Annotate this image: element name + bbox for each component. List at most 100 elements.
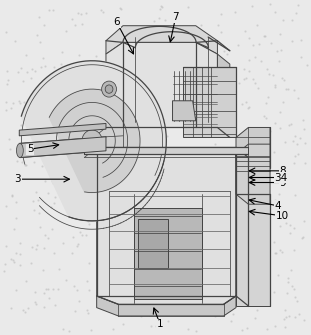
Point (71, 283, 76, 289)
Point (208, 39, 213, 44)
Point (24, 278, 29, 283)
Point (186, 5, 191, 10)
Point (234, 282, 239, 287)
Point (23, 162, 28, 168)
Point (111, 327, 116, 332)
Point (221, 49, 226, 54)
Point (21, 78, 26, 84)
Point (34, 246, 39, 252)
Point (69, 16, 74, 21)
Point (213, 314, 218, 319)
Point (263, 115, 268, 121)
Point (64, 143, 69, 148)
Point (256, 146, 261, 152)
Point (130, 85, 135, 91)
Point (160, 60, 165, 65)
Ellipse shape (105, 85, 113, 93)
Point (279, 47, 284, 52)
Point (143, 107, 148, 113)
Text: 5: 5 (27, 144, 33, 154)
Point (139, 96, 144, 102)
Point (286, 87, 291, 92)
Point (17, 240, 22, 246)
Point (109, 142, 114, 147)
Point (165, 59, 170, 65)
Point (183, 162, 188, 167)
Point (264, 168, 269, 173)
Point (144, 309, 149, 315)
Point (80, 21, 85, 27)
Point (69, 187, 74, 192)
Point (243, 100, 248, 105)
Point (206, 85, 211, 91)
Point (245, 275, 250, 280)
Point (146, 88, 151, 94)
Point (201, 103, 206, 108)
Point (17, 251, 22, 257)
Point (105, 295, 110, 300)
Point (142, 230, 147, 235)
Polygon shape (21, 61, 166, 221)
Point (34, 109, 39, 114)
Point (25, 305, 30, 310)
Point (141, 65, 146, 70)
Point (291, 286, 296, 291)
Point (114, 123, 119, 129)
Point (259, 184, 264, 189)
Point (189, 216, 194, 221)
Point (86, 90, 91, 95)
Point (97, 67, 102, 72)
Point (75, 243, 80, 249)
Point (285, 279, 290, 284)
Point (138, 234, 143, 239)
Point (28, 260, 33, 266)
Point (141, 47, 146, 53)
Point (109, 59, 114, 64)
Point (121, 81, 126, 86)
Point (146, 112, 151, 117)
Point (106, 165, 111, 170)
Point (280, 99, 285, 105)
Point (229, 318, 234, 323)
Point (285, 276, 290, 281)
Point (154, 256, 159, 262)
Point (38, 39, 43, 44)
Point (183, 133, 188, 138)
Point (75, 287, 80, 293)
Point (223, 156, 228, 162)
Point (201, 217, 206, 223)
Point (159, 321, 164, 326)
Point (18, 122, 23, 128)
Point (213, 206, 218, 211)
Point (85, 278, 90, 283)
Point (165, 275, 170, 280)
Point (261, 34, 266, 39)
Point (276, 191, 281, 197)
Point (152, 111, 157, 117)
Point (250, 3, 255, 9)
Point (39, 163, 44, 169)
Point (150, 247, 155, 252)
Polygon shape (97, 296, 236, 316)
Point (20, 307, 25, 312)
Point (146, 268, 151, 274)
Point (25, 69, 30, 74)
Point (197, 236, 202, 241)
Point (232, 10, 237, 15)
Point (209, 36, 214, 42)
Point (277, 31, 282, 36)
Point (272, 9, 277, 14)
Point (19, 159, 24, 164)
Point (127, 143, 132, 149)
Point (302, 219, 307, 224)
Point (11, 101, 16, 106)
Point (213, 307, 218, 312)
Point (138, 64, 143, 70)
Point (238, 255, 243, 260)
Point (255, 307, 260, 312)
Point (34, 301, 39, 307)
Point (273, 323, 278, 328)
Point (251, 267, 256, 273)
Point (67, 78, 72, 83)
Point (3, 108, 8, 113)
